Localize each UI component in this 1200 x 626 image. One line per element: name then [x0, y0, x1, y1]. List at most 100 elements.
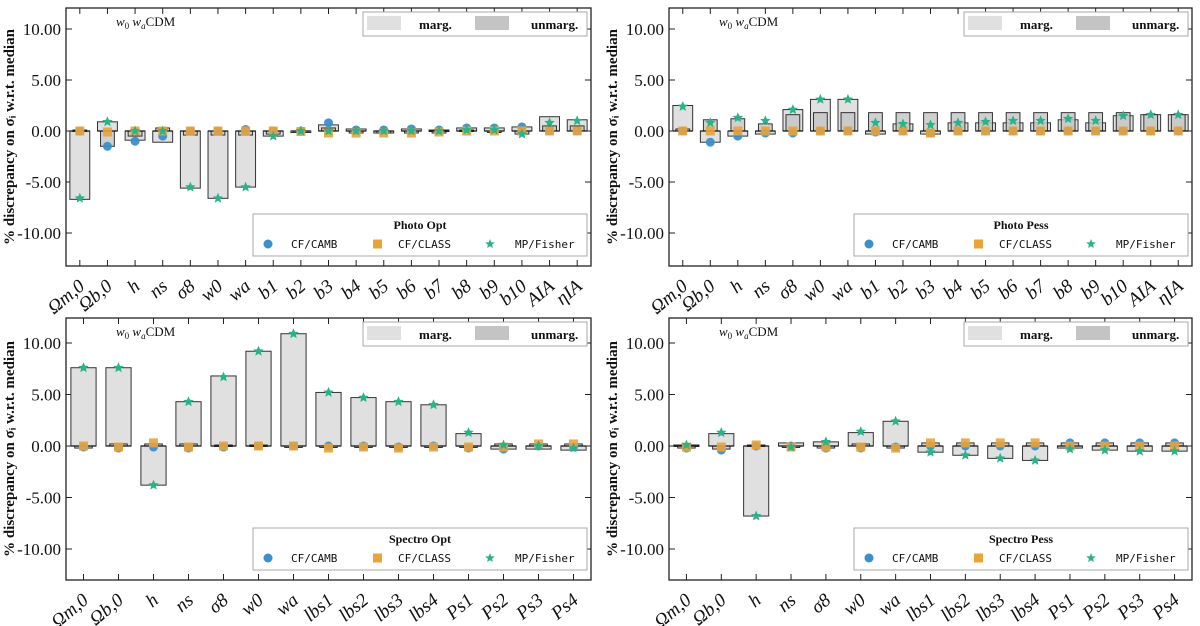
- marker-fisher: [358, 392, 369, 402]
- x-category-label: w0: [799, 275, 830, 306]
- x-category-label: b6: [393, 275, 421, 304]
- legend-label-marg: marg.: [1020, 17, 1053, 32]
- y-tick-label: 5.00: [31, 71, 61, 90]
- legend-markers: [252, 527, 588, 571]
- marker-fisher: [516, 128, 528, 139]
- marker-fisher: [925, 119, 936, 130]
- x-category-label: b8: [448, 275, 476, 304]
- bar-marg: [70, 367, 97, 447]
- x-category-label: b8: [1049, 275, 1077, 304]
- marker-fisher: [295, 125, 307, 136]
- marker-fisher: [461, 124, 472, 135]
- legend-label-marg: marg.: [419, 17, 452, 32]
- panel-spectro-pess: 10.00 5.00 0.00 -5.00 -10.00% discrepancy on…: [605, 317, 1193, 626]
- marker-class: [1091, 126, 1101, 136]
- marker-class: [751, 440, 761, 450]
- marker-class: [545, 126, 555, 136]
- marker-class: [219, 441, 228, 451]
- bar-marg: [350, 397, 377, 447]
- marker-fisher: [240, 181, 251, 192]
- legend-label-class: CF/CLASS: [999, 238, 1052, 251]
- marker-class: [981, 126, 991, 136]
- marker-fisher: [980, 116, 991, 127]
- legend-label-fisher: MP/Fisher: [515, 238, 575, 251]
- panel-photo-opt: 10.00 5.00 0.00 -5.00 -10.00% discrepancy on…: [2, 7, 592, 319]
- y-tick-label: 5.00: [634, 71, 664, 90]
- marker-class: [572, 126, 582, 136]
- legend-label-marg: marg.: [419, 327, 452, 342]
- marker-class: [324, 443, 333, 453]
- x-category-label: b7: [420, 275, 449, 304]
- marker-fisher: [572, 115, 583, 126]
- marker-fisher: [960, 449, 971, 460]
- panel-spectro-opt: 10.00 5.00 0.00 -5.00 -10.00% discrepancy on…: [2, 317, 592, 626]
- legend-swatch-unmarg: [1076, 326, 1110, 340]
- x-category-label: b3: [912, 276, 940, 304]
- marker-fisher: [1062, 113, 1074, 124]
- marker-fisher: [787, 104, 799, 114]
- marker-class: [1118, 126, 1128, 136]
- marker-class: [1036, 126, 1046, 136]
- bar-marg: [385, 401, 412, 447]
- marker-fisher: [463, 427, 474, 438]
- x-category-label: ηIA: [552, 275, 587, 309]
- marker-fisher: [897, 118, 909, 129]
- x-category-label: w0: [197, 275, 228, 306]
- marker-class: [678, 126, 688, 136]
- marker-fisher: [148, 479, 159, 490]
- x-category-label: ns: [774, 590, 800, 617]
- x-category-label: lbs2: [335, 589, 373, 626]
- x-category-label: Ps2: [1078, 589, 1114, 624]
- marker-class: [716, 442, 726, 452]
- x-category-label: b6: [994, 275, 1022, 304]
- x-category-label: b4: [337, 275, 365, 304]
- x-category-label: wa: [272, 590, 302, 620]
- x-category-label: wa: [827, 276, 857, 306]
- marker-fisher: [428, 399, 439, 410]
- marker-fisher: [406, 125, 417, 136]
- y-tick-label: 10.00: [23, 334, 61, 353]
- y-tick-label: 5.00: [634, 386, 664, 405]
- marker-fisher: [732, 112, 743, 123]
- y-tick-label: 10.00: [23, 20, 61, 39]
- x-category-label: ns: [748, 276, 774, 303]
- x-category-label: b1: [254, 276, 282, 304]
- bar-marg: [882, 420, 909, 447]
- legend-label-marg: marg.: [1020, 327, 1053, 342]
- legend-markers: [853, 213, 1189, 257]
- marker-class: [102, 127, 112, 137]
- x-category-label: h: [124, 276, 145, 298]
- marker-class: [760, 126, 770, 136]
- x-category-label: b1: [857, 276, 885, 304]
- x-category-label: σ8: [205, 589, 233, 618]
- x-category-label: b7: [1022, 275, 1051, 304]
- legend-label-unmarg: unmarg.: [531, 17, 578, 32]
- bar-marg: [280, 333, 307, 447]
- marker-class: [960, 438, 970, 448]
- model-label: w0 waCDM: [116, 14, 176, 31]
- marker-class: [75, 126, 85, 136]
- marker-fisher: [212, 192, 224, 203]
- marker-fisher: [393, 396, 404, 407]
- legend-label-camb: CF/CAMB: [892, 552, 939, 565]
- legend-swatch-marg: [968, 16, 1002, 30]
- x-category-label: Ωm,0: [650, 589, 696, 626]
- marker-fisher: [870, 117, 881, 128]
- y-tick-label: 10.00: [626, 20, 664, 39]
- y-axis-label: % discrepancy on σᵢ w.r.t. median: [605, 340, 621, 556]
- marker-fisher: [842, 93, 854, 104]
- marker-fisher: [253, 345, 264, 356]
- legend-title: Photo Opt: [393, 218, 446, 232]
- x-category-label: b2: [282, 275, 310, 304]
- marker-fisher: [925, 446, 936, 457]
- x-category-label: b5: [365, 276, 393, 304]
- x-category-label: Ωb,0: [85, 589, 128, 626]
- marker-fisher: [1169, 445, 1180, 456]
- legend-label-fisher: MP/Fisher: [1116, 552, 1176, 565]
- x-category-label: σ8: [807, 589, 835, 618]
- marker-fisher: [74, 192, 85, 203]
- x-category-label: h: [726, 276, 747, 298]
- marker-class: [1008, 126, 1018, 136]
- y-tick-label: -5.00: [26, 173, 61, 192]
- marker-class: [953, 126, 963, 136]
